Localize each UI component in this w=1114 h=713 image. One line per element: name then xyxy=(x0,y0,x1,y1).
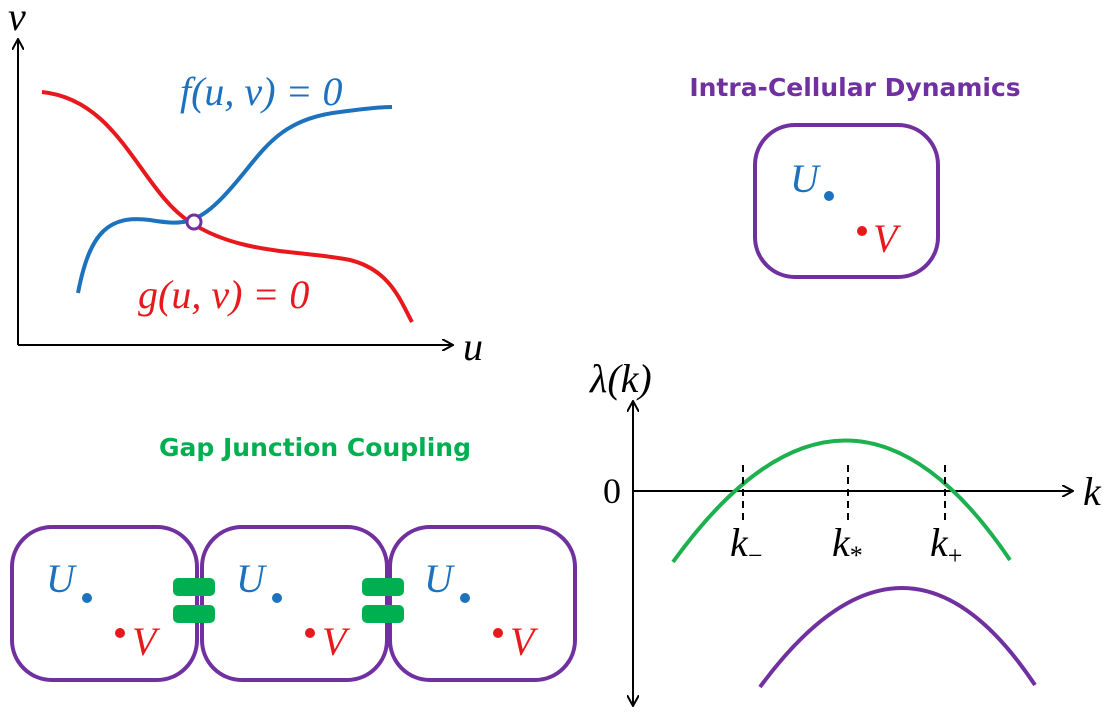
zero-label: 0 xyxy=(603,471,621,511)
purple-curve xyxy=(760,588,1035,687)
phase-plane: v u f(u, v) = 0 g(u, v) = 0 xyxy=(8,0,483,369)
junction xyxy=(362,605,404,623)
title: Gap Junction Coupling xyxy=(159,433,471,462)
u-label: U xyxy=(424,556,456,601)
cell xyxy=(202,527,387,680)
v-label: V xyxy=(322,619,351,664)
v-label: V xyxy=(132,619,161,664)
g-label: g(u, v) = 0 xyxy=(138,272,309,317)
k-plus: k+ xyxy=(930,520,962,570)
u-dot xyxy=(272,593,282,603)
v-dot xyxy=(493,628,503,638)
cell xyxy=(12,527,197,680)
k-star: k* xyxy=(832,520,863,570)
junction xyxy=(362,578,404,596)
diagram: v u f(u, v) = 0 g(u, v) = 0 Intra-Cellul… xyxy=(0,0,1114,713)
f-label: f(u, v) = 0 xyxy=(180,69,343,114)
u-label: U xyxy=(790,156,822,201)
v-dot xyxy=(857,226,867,236)
k-minus: k− xyxy=(730,520,762,570)
v-dot xyxy=(115,628,125,638)
junction xyxy=(173,578,215,596)
cell xyxy=(755,125,938,277)
u-label: U xyxy=(46,556,78,601)
axis-label: λ(k) xyxy=(589,356,652,401)
v-label: V xyxy=(873,216,902,261)
fixed-point xyxy=(187,215,201,229)
dispersion: λ(k) 0 k k− k* k+ xyxy=(589,356,1102,705)
u-dot xyxy=(460,593,470,603)
title: Intra-Cellular Dynamics xyxy=(689,73,1020,102)
axis-label: v xyxy=(8,0,26,39)
junction xyxy=(173,605,215,623)
v-label: V xyxy=(510,619,539,664)
u-dot xyxy=(824,191,834,201)
cell xyxy=(390,527,575,680)
f-nullcline xyxy=(78,107,392,293)
axis-label: k xyxy=(1083,469,1102,514)
intra-cell: Intra-Cellular Dynamics U V xyxy=(689,73,1020,277)
u-label: U xyxy=(236,556,268,601)
v-dot xyxy=(305,628,315,638)
u-dot xyxy=(82,593,92,603)
axis-label: u xyxy=(463,324,483,369)
gap-junction: Gap Junction Coupling U V U V U V xyxy=(12,433,575,680)
